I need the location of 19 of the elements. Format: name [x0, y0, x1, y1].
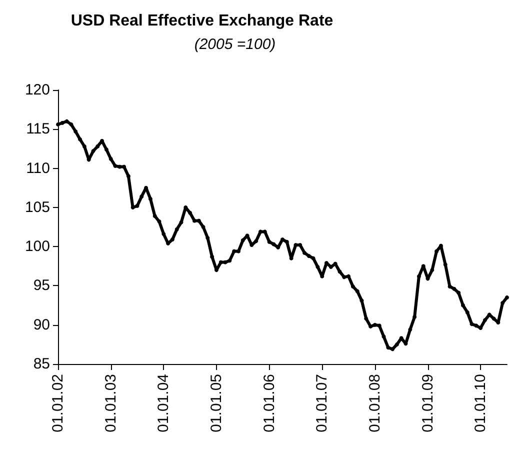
x-tick-label: 01.01.05	[208, 374, 225, 432]
x-tick-label: 01.01.07	[314, 374, 331, 432]
y-tick-label: 120	[24, 82, 50, 98]
x-tick-label: 01.01.04	[155, 374, 172, 432]
y-tick-label: 90	[33, 316, 50, 334]
x-tick-label: 01.01.03	[102, 374, 120, 432]
y-tick-label: 105	[24, 198, 50, 216]
chart-subtitle: (2005 =100)	[194, 36, 276, 53]
chart-title: USD Real Effective Exchange Rate	[70, 12, 334, 30]
x-tick-label: 01.01.10	[472, 374, 490, 432]
x-tick-label: 01.01.06	[260, 374, 278, 432]
y-tick-label: 115	[26, 120, 50, 138]
x-tick-label: 01.01.02	[50, 374, 66, 432]
y-tick-label: 85	[33, 356, 50, 372]
x-tick-label: 01.01.08	[366, 374, 384, 432]
y-tick-label: 110	[26, 160, 50, 177]
y-tick-label: 100	[24, 238, 50, 256]
y-tick-label: 95	[33, 277, 50, 294]
x-tick-label: 01.01.09	[419, 374, 436, 432]
